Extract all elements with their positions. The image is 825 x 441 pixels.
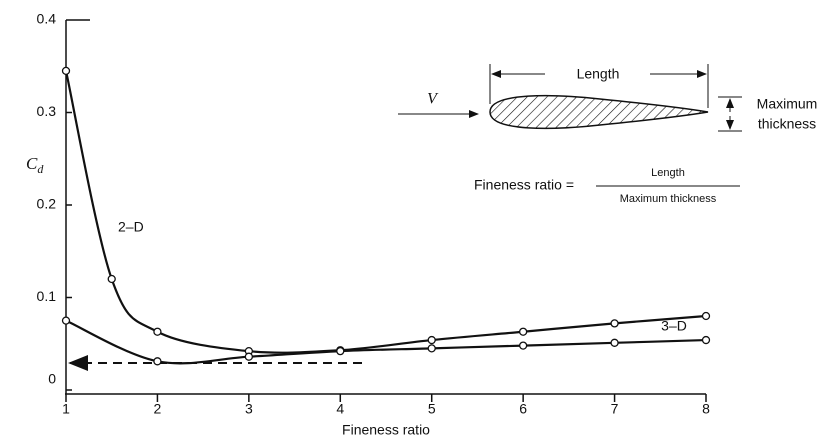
- data-point: [610, 338, 619, 347]
- data-point: [518, 341, 528, 350]
- x-tick-label: 8: [702, 401, 710, 417]
- y-axis-label: Cd: [26, 154, 44, 176]
- data-point: [518, 327, 528, 336]
- data-point: [427, 335, 436, 345]
- length-label: Length: [577, 66, 620, 82]
- x-tick-label: 6: [519, 401, 527, 417]
- y-axis-subscript: d: [37, 162, 44, 176]
- data-point: [244, 352, 254, 361]
- x-tick-label: 5: [428, 401, 436, 417]
- formula-numerator: Length: [651, 167, 685, 179]
- series-label: 2–D: [118, 219, 144, 235]
- data-point: [107, 274, 116, 284]
- x-axis-label: Fineness ratio: [342, 422, 430, 438]
- data-point: [336, 346, 345, 356]
- series-label: 3–D: [661, 318, 687, 334]
- thickness-label: thickness: [758, 116, 816, 132]
- y-tick-label: 0.1: [37, 288, 57, 304]
- data-point: [427, 344, 436, 353]
- data-point: [701, 311, 711, 321]
- series-line: [65, 319, 707, 365]
- x-tick-label: 2: [154, 401, 162, 417]
- data-point: [701, 335, 711, 345]
- data-point: [610, 319, 619, 328]
- formula-denominator: Maximum thickness: [620, 193, 717, 205]
- velocity-label: V: [427, 91, 439, 108]
- data-point: [153, 327, 162, 336]
- x-tick-label: 3: [245, 401, 253, 417]
- y-tick-label: 0.4: [37, 11, 57, 27]
- x-tick-label: 4: [336, 401, 344, 417]
- y-tick-label: 0: [48, 371, 56, 387]
- thickness-label: Maximum: [757, 96, 818, 112]
- data-point: [61, 316, 71, 325]
- y-axis-symbol: C: [26, 154, 38, 173]
- data-point: [153, 357, 162, 366]
- x-tick-label: 7: [611, 401, 619, 417]
- x-tick-label: 1: [62, 401, 70, 417]
- airfoil: [489, 94, 709, 130]
- y-tick-label: 0.2: [37, 196, 57, 212]
- y-tick-label: 0.3: [37, 103, 57, 119]
- formula-lhs: Fineness ratio =: [474, 177, 574, 193]
- data-point: [61, 66, 71, 76]
